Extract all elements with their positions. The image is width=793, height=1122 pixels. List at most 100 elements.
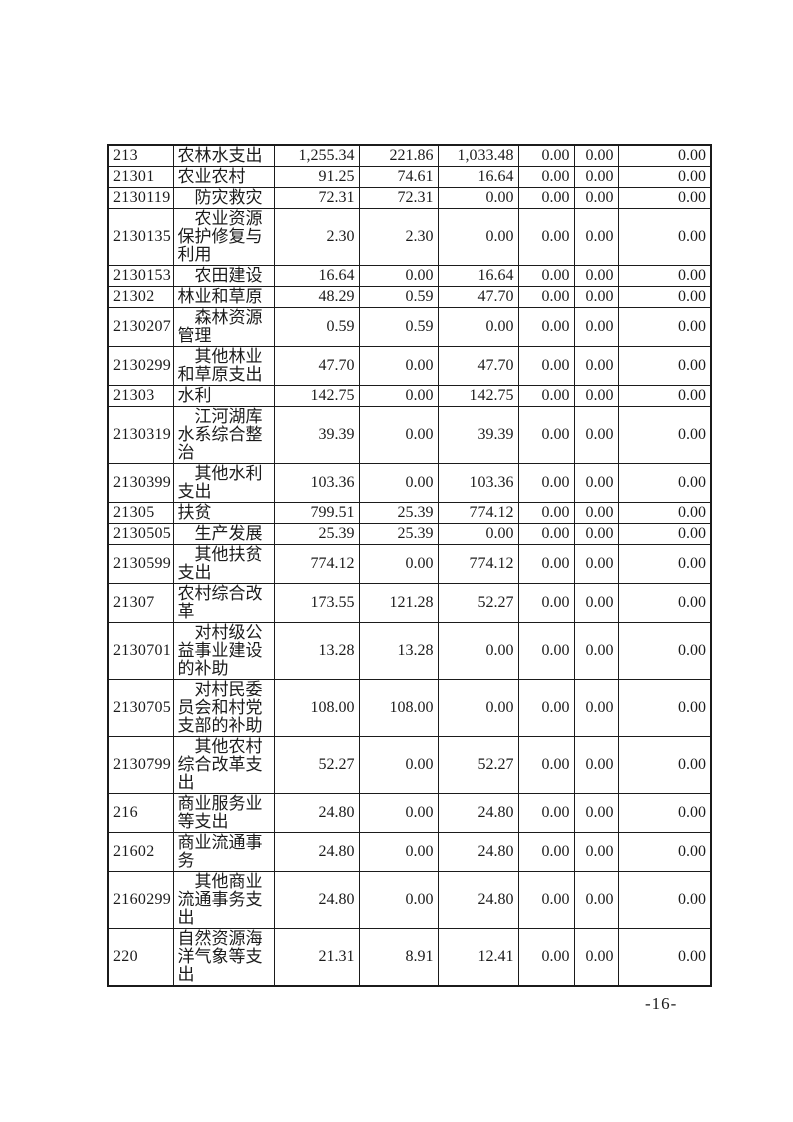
cell-value: 47.70 [273, 346, 360, 386]
cell-name: 对村民委员会和村党支部的补助 [172, 679, 275, 737]
cell-code: 2130153 [107, 265, 174, 287]
cell-value: 0.00 [573, 385, 619, 407]
cell-value: 72.31 [273, 187, 360, 209]
cell-value: 0.00 [517, 928, 575, 987]
cell-value: 0.00 [617, 286, 712, 308]
cell-value: 0.00 [437, 523, 519, 545]
table-row: 21301 农业农村 91.25 74.61 16.64 0.00 0.00 0.00 [107, 166, 712, 188]
cell-code: 2130399 [107, 463, 174, 503]
cell-value: 24.80 [437, 832, 519, 872]
cell-value: 0.00 [573, 286, 619, 308]
cell-name: 商业流通事务 [172, 832, 275, 872]
cell-value: 0.00 [517, 187, 575, 209]
cell-value: 0.00 [617, 793, 712, 833]
cell-name: 其他扶贫支出 [172, 544, 275, 584]
cell-name: 其他商业流通事务支出 [172, 871, 275, 929]
cell-value: 0.59 [358, 286, 439, 308]
cell-value: 142.75 [273, 385, 360, 407]
cell-value: 0.00 [617, 583, 712, 623]
cell-value: 0.00 [573, 187, 619, 209]
cell-value: 0.00 [573, 583, 619, 623]
cell-name: 农业资源保护修复与利用 [172, 208, 275, 266]
cell-name: 生产发展 [172, 523, 275, 545]
cell-value: 12.41 [437, 928, 519, 987]
cell-value: 47.70 [437, 346, 519, 386]
cell-code: 21305 [107, 502, 174, 524]
cell-name: 自然资源海洋气象等支出 [172, 928, 275, 987]
cell-value: 0.00 [517, 346, 575, 386]
cell-value: 16.64 [437, 265, 519, 287]
cell-value: 0.00 [517, 622, 575, 680]
cell-value: 0.00 [517, 793, 575, 833]
cell-value: 0.00 [358, 385, 439, 407]
cell-name: 农林水支出 [172, 144, 275, 167]
cell-value: 0.00 [517, 736, 575, 794]
cell-value: 0.00 [517, 502, 575, 524]
cell-value: 74.61 [358, 166, 439, 188]
cell-name: 林业和草原 [172, 286, 275, 308]
cell-value: 0.00 [573, 679, 619, 737]
table-row: 2130701 对村级公益事业建设的补助 13.28 13.28 0.00 0.00 0.0… [107, 622, 712, 680]
cell-value: 0.00 [437, 622, 519, 680]
cell-value: 221.86 [358, 144, 439, 167]
cell-value: 0.00 [573, 871, 619, 929]
table-row: 2160299 其他商业流通事务支出 24.80 0.00 24.80 0.00 0.00 0… [107, 871, 712, 929]
table-row: 21307 农村综合改革 173.55 121.28 52.27 0.00 0.00 0.00 [107, 583, 712, 623]
cell-name: 对村级公益事业建设的补助 [172, 622, 275, 680]
cell-value: 0.00 [517, 583, 575, 623]
cell-value: 0.00 [517, 265, 575, 287]
cell-code: 2130119 [107, 187, 174, 209]
cell-code: 2130599 [107, 544, 174, 584]
table-row: 2130135 农业资源保护修复与利用 2.30 2.30 0.00 0.00 0.00 0.… [107, 208, 712, 266]
cell-value: 52.27 [273, 736, 360, 794]
cell-value: 0.00 [617, 265, 712, 287]
cell-value: 0.00 [573, 736, 619, 794]
cell-value: 103.36 [437, 463, 519, 503]
budget-table-body: 213 农林水支出 1,255.34 221.86 1,033.48 0.00 0.00 0.… [107, 144, 712, 987]
cell-value: 0.00 [358, 265, 439, 287]
cell-value: 0.00 [617, 208, 712, 266]
cell-value: 0.59 [273, 307, 360, 347]
table-row: 2130207 森林资源管理 0.59 0.59 0.00 0.00 0.00 0.00 [107, 307, 712, 347]
budget-table: 213 农林水支出 1,255.34 221.86 1,033.48 0.00 0.00 0.… [107, 144, 712, 987]
cell-value: 0.00 [573, 307, 619, 347]
cell-value: 21.31 [273, 928, 360, 987]
cell-value: 8.91 [358, 928, 439, 987]
cell-code: 213 [107, 144, 174, 167]
cell-value: 0.00 [517, 385, 575, 407]
cell-value: 47.70 [437, 286, 519, 308]
cell-name: 其他农村综合改革支出 [172, 736, 275, 794]
cell-value: 0.00 [573, 406, 619, 464]
cell-name: 商业服务业等支出 [172, 793, 275, 833]
cell-value: 48.29 [273, 286, 360, 308]
cell-name: 其他林业和草原支出 [172, 346, 275, 386]
table-row: 2130799 其他农村综合改革支出 52.27 0.00 52.27 0.00 0.00 0… [107, 736, 712, 794]
cell-value: 0.00 [573, 208, 619, 266]
cell-value: 91.25 [273, 166, 360, 188]
cell-name: 其他水利支出 [172, 463, 275, 503]
cell-name: 农村综合改革 [172, 583, 275, 623]
cell-code: 21302 [107, 286, 174, 308]
cell-value: 0.00 [517, 406, 575, 464]
cell-code: 2130799 [107, 736, 174, 794]
cell-value: 103.36 [273, 463, 360, 503]
cell-value: 0.00 [617, 736, 712, 794]
cell-value: 24.80 [437, 871, 519, 929]
cell-value: 0.00 [617, 463, 712, 503]
cell-code: 2130135 [107, 208, 174, 266]
cell-value: 0.00 [517, 144, 575, 167]
cell-value: 0.00 [358, 871, 439, 929]
cell-value: 0.00 [358, 793, 439, 833]
table-row: 220 自然资源海洋气象等支出 21.31 8.91 12.41 0.00 0.00 0.00 [107, 928, 712, 987]
cell-value: 39.39 [437, 406, 519, 464]
table-row: 2130153 农田建设 16.64 0.00 16.64 0.00 0.00 0.00 [107, 265, 712, 287]
cell-value: 0.00 [617, 832, 712, 872]
cell-code: 2130319 [107, 406, 174, 464]
cell-value: 0.00 [573, 502, 619, 524]
cell-name: 森林资源管理 [172, 307, 275, 347]
cell-value: 0.00 [517, 871, 575, 929]
cell-value: 2.30 [273, 208, 360, 266]
cell-value: 52.27 [437, 736, 519, 794]
cell-value: 16.64 [437, 166, 519, 188]
cell-name: 农田建设 [172, 265, 275, 287]
